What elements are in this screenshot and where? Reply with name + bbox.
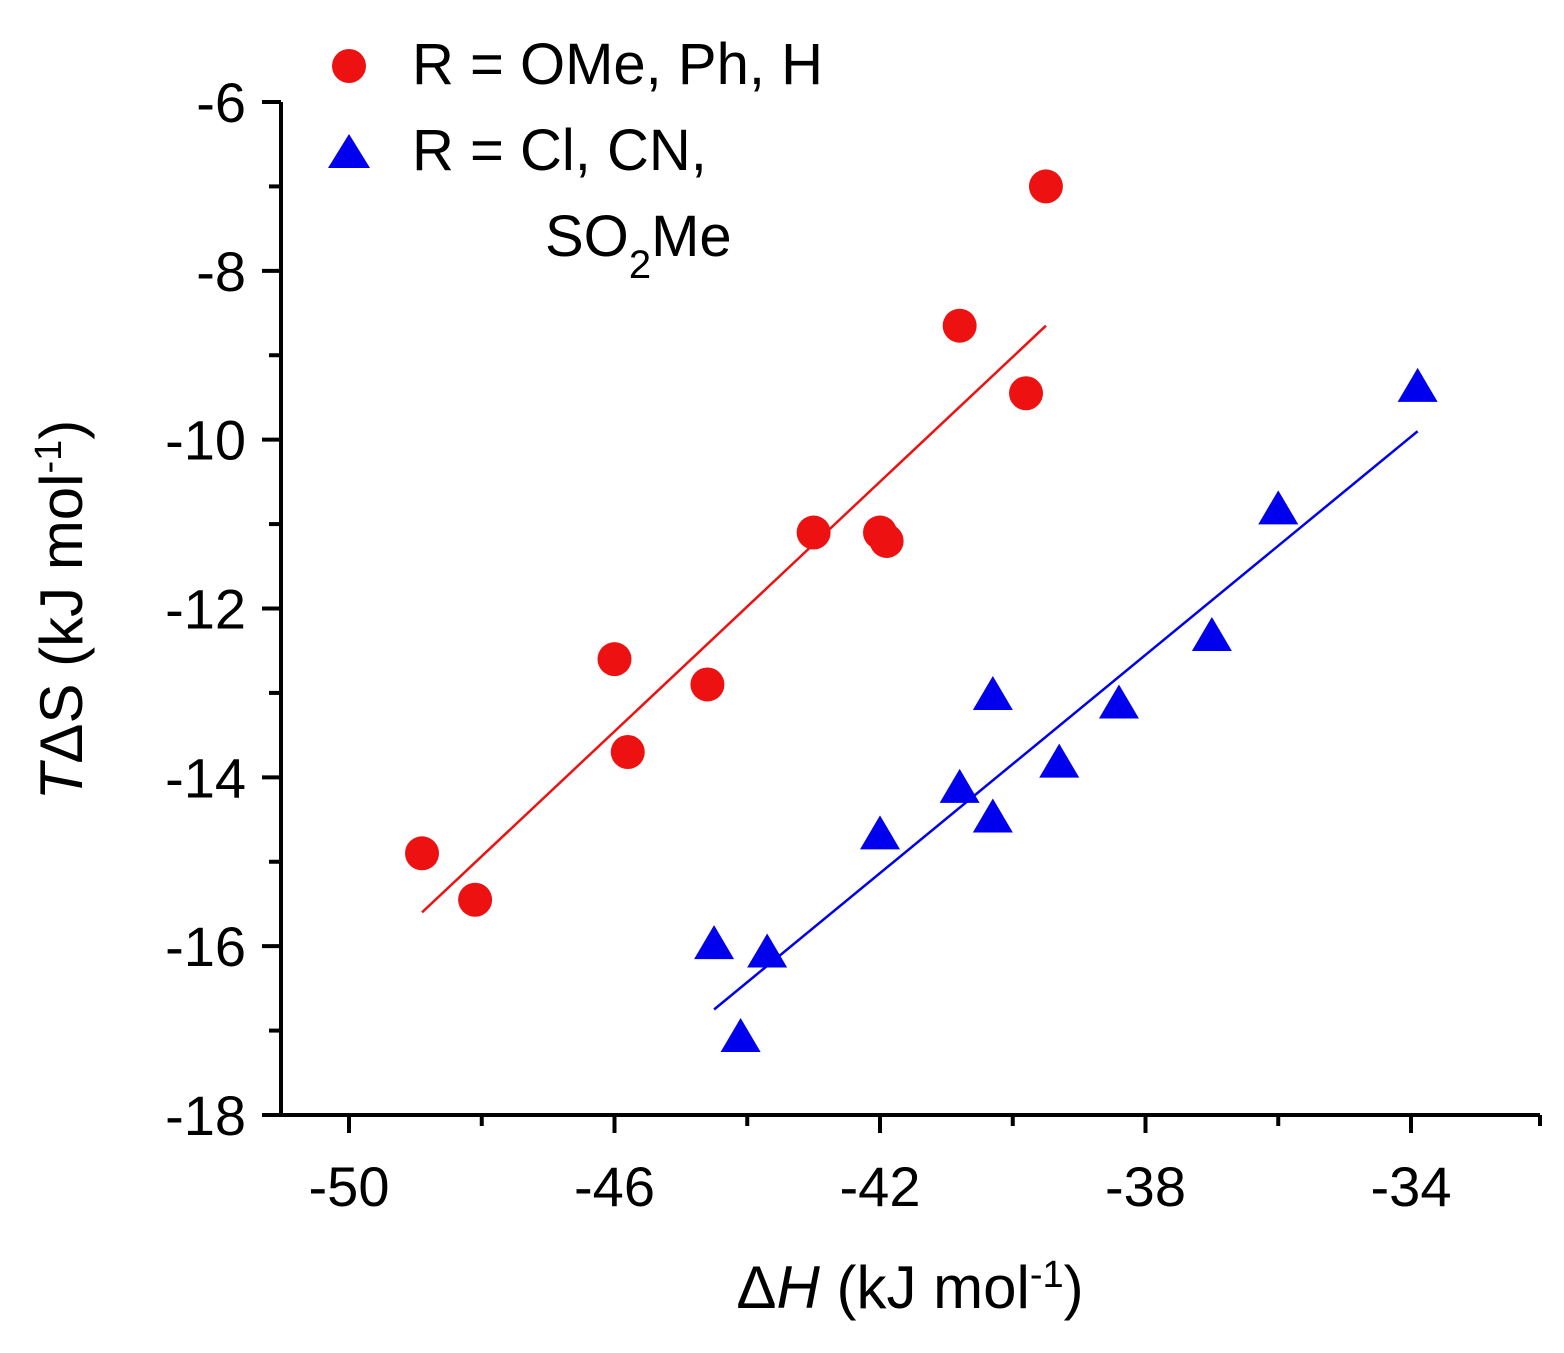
data-point-triangle xyxy=(972,798,1013,833)
legend-label-series-1: R = OMe, Ph, H xyxy=(412,32,823,97)
legend-marker-circle xyxy=(332,49,366,83)
data-point-triangle xyxy=(939,768,980,803)
x-axis-label-sup: -1 xyxy=(1030,1254,1064,1296)
y-tick-label: -14 xyxy=(165,746,246,809)
data-point-circle xyxy=(869,523,904,558)
y-axis-label-symbol: ΔS xyxy=(28,684,95,764)
legend-label-series-2-so: SO xyxy=(545,204,629,269)
legend-label-series-2-line2: SO2Me xyxy=(545,204,732,287)
y-tick-label: -12 xyxy=(165,578,246,641)
fit-line-series-2 xyxy=(713,430,1419,1011)
data-point-circle xyxy=(942,308,977,343)
x-axis-label-close: ) xyxy=(1064,1254,1084,1321)
legend: R = OMe, Ph, H R = Cl, CN, SO2Me xyxy=(328,32,823,287)
legend-marker-triangle xyxy=(328,134,370,168)
data-point-triangle xyxy=(720,1017,761,1052)
x-tick-label: -42 xyxy=(840,1155,921,1218)
data-point-triangle xyxy=(972,676,1013,711)
y-axis-label-italic: T xyxy=(28,759,95,800)
y-tick-label: -6 xyxy=(196,71,246,134)
legend-label-series-2-me: Me xyxy=(651,204,732,269)
data-point-triangle xyxy=(1258,490,1299,525)
y-tick-label: -18 xyxy=(165,1084,246,1147)
data-point-triangle xyxy=(694,925,735,960)
data-point-triangle xyxy=(1397,367,1438,402)
x-axis-label-unit: (kJ mol xyxy=(820,1254,1030,1321)
data-point-triangle xyxy=(1191,616,1232,651)
y-axis-label-unit: (kJ mol xyxy=(28,474,95,684)
data-point-circle xyxy=(458,882,493,917)
x-axis-label-italic: H xyxy=(776,1254,820,1321)
y-axis-label-sup: -1 xyxy=(28,440,70,474)
data-point-circle xyxy=(597,642,632,677)
legend-label-series-2-line1: R = Cl, CN, xyxy=(412,118,707,183)
data-point-circle xyxy=(690,667,725,702)
y-tick-label: -8 xyxy=(196,240,246,303)
x-tick-label: -46 xyxy=(574,1155,655,1218)
fit-line-series-1 xyxy=(421,324,1047,914)
data-point-circle xyxy=(1028,169,1063,204)
y-tick-label: -16 xyxy=(165,915,246,978)
data-point-triangle xyxy=(747,933,788,968)
x-axis-label: ΔH (kJ mol-1) xyxy=(736,1254,1083,1321)
data-point-circle xyxy=(1009,376,1044,411)
x-tick-label: -50 xyxy=(309,1155,390,1218)
data-point-triangle xyxy=(860,815,900,850)
x-axis-label-prefix: Δ xyxy=(736,1254,776,1321)
data-point-circle xyxy=(405,836,440,871)
data-point-triangle xyxy=(1039,743,1080,778)
data-point-circle xyxy=(610,735,645,770)
y-axis-label-close: ) xyxy=(28,420,95,440)
x-tick-label: -38 xyxy=(1105,1155,1186,1218)
data-point-circle xyxy=(796,515,831,550)
y-tick-label: -10 xyxy=(165,409,246,472)
x-tick-label: -34 xyxy=(1371,1155,1452,1218)
legend-label-series-2-subscript: 2 xyxy=(629,243,651,287)
data-point-triangle xyxy=(1098,684,1139,719)
y-axis-label: TΔS (kJ mol-1) xyxy=(28,420,95,801)
